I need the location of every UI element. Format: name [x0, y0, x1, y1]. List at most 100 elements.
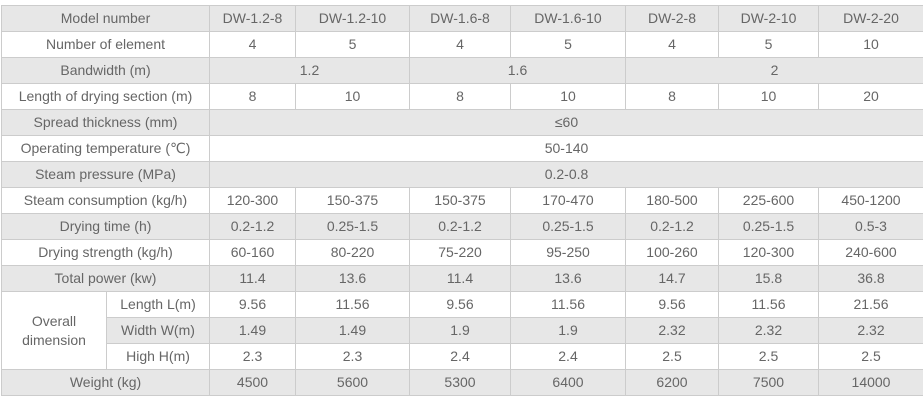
column-header: DW-1.6-10 [510, 5, 626, 32]
table-cell: 2.5 [718, 343, 819, 370]
row-sublabel: High H(m) [106, 343, 210, 370]
table-row: Length of drying section (m) 8 10 8 10 8 10 20 [1, 83, 923, 110]
spec-table: Model number DW-1.2-8 DW-1.2-10 DW-1.6-8 DW-… [1, 5, 923, 396]
table-cell: 11.4 [209, 265, 296, 292]
column-header: DW-1.2-8 [209, 5, 296, 32]
table-cell: 0.25-1.5 [295, 213, 410, 240]
row-label: Overall dimension [1, 291, 107, 370]
table-cell: 0.2-1.2 [409, 213, 511, 240]
table-cell: 2.4 [510, 343, 626, 370]
table-cell: 10 [818, 31, 923, 58]
table-cell: 2.32 [718, 317, 819, 344]
table-cell: 21.56 [818, 291, 923, 318]
table-cell: 6400 [510, 369, 626, 396]
table-cell: 1.2 [209, 57, 410, 84]
table-cell: 5 [718, 31, 819, 58]
table-row: Width W(m) 1.49 1.49 1.9 1.9 2.32 2.32 2.32 [2, 317, 923, 344]
column-header: DW-2-20 [818, 5, 923, 32]
table-cell: 2.32 [625, 317, 719, 344]
table-cell: 14000 [818, 369, 923, 396]
table-cell: 11.56 [295, 291, 410, 318]
table-cell: 180-500 [625, 187, 719, 214]
table-cell: 14.7 [625, 265, 719, 292]
row-label: Length of drying section (m) [1, 83, 210, 110]
table-cell: 5 [510, 31, 626, 58]
column-header: DW-2-10 [718, 5, 819, 32]
table-cell: 4500 [209, 369, 296, 396]
row-label: Steam pressure (MPa) [1, 161, 210, 188]
table-cell: 60-160 [209, 239, 296, 266]
table-cell: 6200 [625, 369, 719, 396]
row-label: Bandwidth (m) [1, 57, 210, 84]
table-cell: 2.5 [625, 343, 719, 370]
row-sublabel: Length L(m) [106, 291, 210, 318]
table-row: Weight (kg) 4500 5600 5300 6400 6200 7500 14000 [1, 369, 923, 396]
table-cell: 75-220 [409, 239, 511, 266]
table-row: High H(m) 2.3 2.3 2.4 2.4 2.5 2.5 2.5 [2, 343, 923, 370]
table-cell: 11.56 [718, 291, 819, 318]
table-cell: 1.49 [295, 317, 410, 344]
table-cell: 5600 [295, 369, 410, 396]
table-cell: 0.2-1.2 [209, 213, 296, 240]
row-label: Steam consumption (kg/h) [1, 187, 210, 214]
table-row: Total power (kw) 11.4 13.6 11.4 13.6 14.7 15.8… [1, 265, 923, 292]
table-cell: 1.9 [409, 317, 511, 344]
table-cell: 4 [625, 31, 719, 58]
table-cell: 15.8 [718, 265, 819, 292]
table-cell: 150-375 [409, 187, 511, 214]
row-label: Total power (kw) [1, 265, 210, 292]
table-cell: 5300 [409, 369, 511, 396]
table-row: Operating temperature (℃) 50-140 [1, 135, 923, 162]
table-cell: 225-600 [718, 187, 819, 214]
table-cell: ≤60 [209, 109, 923, 136]
table-cell: 0.2-0.8 [209, 161, 923, 188]
table-cell: 1.49 [209, 317, 296, 344]
table-cell: 36.8 [818, 265, 923, 292]
table-cell: 11.4 [409, 265, 511, 292]
table-cell: 0.25-1.5 [510, 213, 626, 240]
table-row: Overall dimension Length L(m) 9.56 11.56 9.5… [1, 291, 923, 370]
table-row: Number of element 4 5 4 5 4 5 10 [1, 31, 923, 58]
table-cell: 2 [625, 57, 923, 84]
column-header: DW-1.6-8 [409, 5, 511, 32]
row-label: Drying time (h) [1, 213, 210, 240]
column-header: DW-2-8 [625, 5, 719, 32]
table-cell: 1.9 [510, 317, 626, 344]
table-cell: 9.56 [209, 291, 296, 318]
column-header: DW-1.2-10 [295, 5, 410, 32]
table-cell: 2.3 [295, 343, 410, 370]
table-cell: 9.56 [625, 291, 719, 318]
table-cell: 8 [409, 83, 511, 110]
table-cell: 170-470 [510, 187, 626, 214]
table-cell: 95-250 [510, 239, 626, 266]
row-label: Number of element [1, 31, 210, 58]
table-cell: 50-140 [209, 135, 923, 162]
table-row: Steam pressure (MPa) 0.2-0.8 [1, 161, 923, 188]
table-cell: 13.6 [510, 265, 626, 292]
table-cell: 8 [625, 83, 719, 110]
row-label: Model number [1, 5, 210, 32]
table-cell: 0.25-1.5 [718, 213, 819, 240]
table-cell: 120-300 [209, 187, 296, 214]
row-sublabel: Width W(m) [106, 317, 210, 344]
table-cell: 9.56 [409, 291, 511, 318]
table-cell: 240-600 [818, 239, 923, 266]
table-cell: 7500 [718, 369, 819, 396]
table-cell: 1.6 [409, 57, 626, 84]
table-row: Drying time (h) 0.2-1.2 0.25-1.5 0.2-1.2 0.2… [1, 213, 923, 240]
table-cell: 4 [209, 31, 296, 58]
table-row: Model number DW-1.2-8 DW-1.2-10 DW-1.6-8 DW-… [1, 5, 923, 32]
table-cell: 5 [295, 31, 410, 58]
table-cell: 10 [510, 83, 626, 110]
row-label: Drying strength (kg/h) [1, 239, 210, 266]
table-cell: 450-1200 [818, 187, 923, 214]
row-label: Weight (kg) [1, 369, 210, 396]
table-cell: 80-220 [295, 239, 410, 266]
spec-table-body: Model number DW-1.2-8 DW-1.2-10 DW-1.6-8 DW-… [1, 5, 923, 396]
table-cell: 13.6 [295, 265, 410, 292]
table-row: Bandwidth (m) 1.2 1.6 2 [1, 57, 923, 84]
table-cell: 100-260 [625, 239, 719, 266]
table-cell: 20 [818, 83, 923, 110]
table-cell: 10 [718, 83, 819, 110]
table-cell: 2.3 [209, 343, 296, 370]
